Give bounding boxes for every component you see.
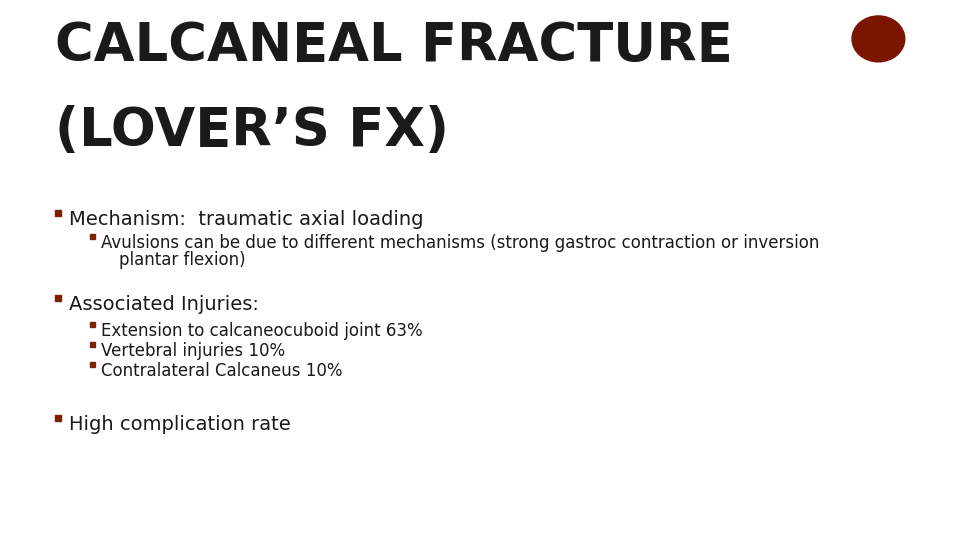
Bar: [55, 210, 61, 216]
Text: High complication rate: High complication rate: [69, 415, 291, 434]
Text: CALCANEAL FRACTURE: CALCANEAL FRACTURE: [55, 20, 732, 72]
Text: Associated Injuries:: Associated Injuries:: [69, 295, 259, 314]
Bar: [90, 322, 95, 327]
Bar: [90, 362, 95, 367]
Bar: [55, 295, 61, 301]
Bar: [55, 415, 61, 421]
Bar: [90, 234, 95, 239]
Text: Vertebral injuries 10%: Vertebral injuries 10%: [101, 342, 285, 360]
Text: Contralateral Calcaneus 10%: Contralateral Calcaneus 10%: [101, 362, 343, 380]
Text: (LOVER’S FX): (LOVER’S FX): [55, 105, 449, 157]
Bar: [90, 342, 95, 347]
Text: Mechanism:  traumatic axial loading: Mechanism: traumatic axial loading: [69, 210, 423, 229]
Text: plantar flexion): plantar flexion): [119, 251, 246, 269]
Text: Avulsions can be due to different mechanisms (strong gastroc contraction or inve: Avulsions can be due to different mechan…: [101, 234, 820, 252]
Ellipse shape: [852, 16, 905, 62]
Text: Extension to calcaneocuboid joint 63%: Extension to calcaneocuboid joint 63%: [101, 322, 422, 340]
